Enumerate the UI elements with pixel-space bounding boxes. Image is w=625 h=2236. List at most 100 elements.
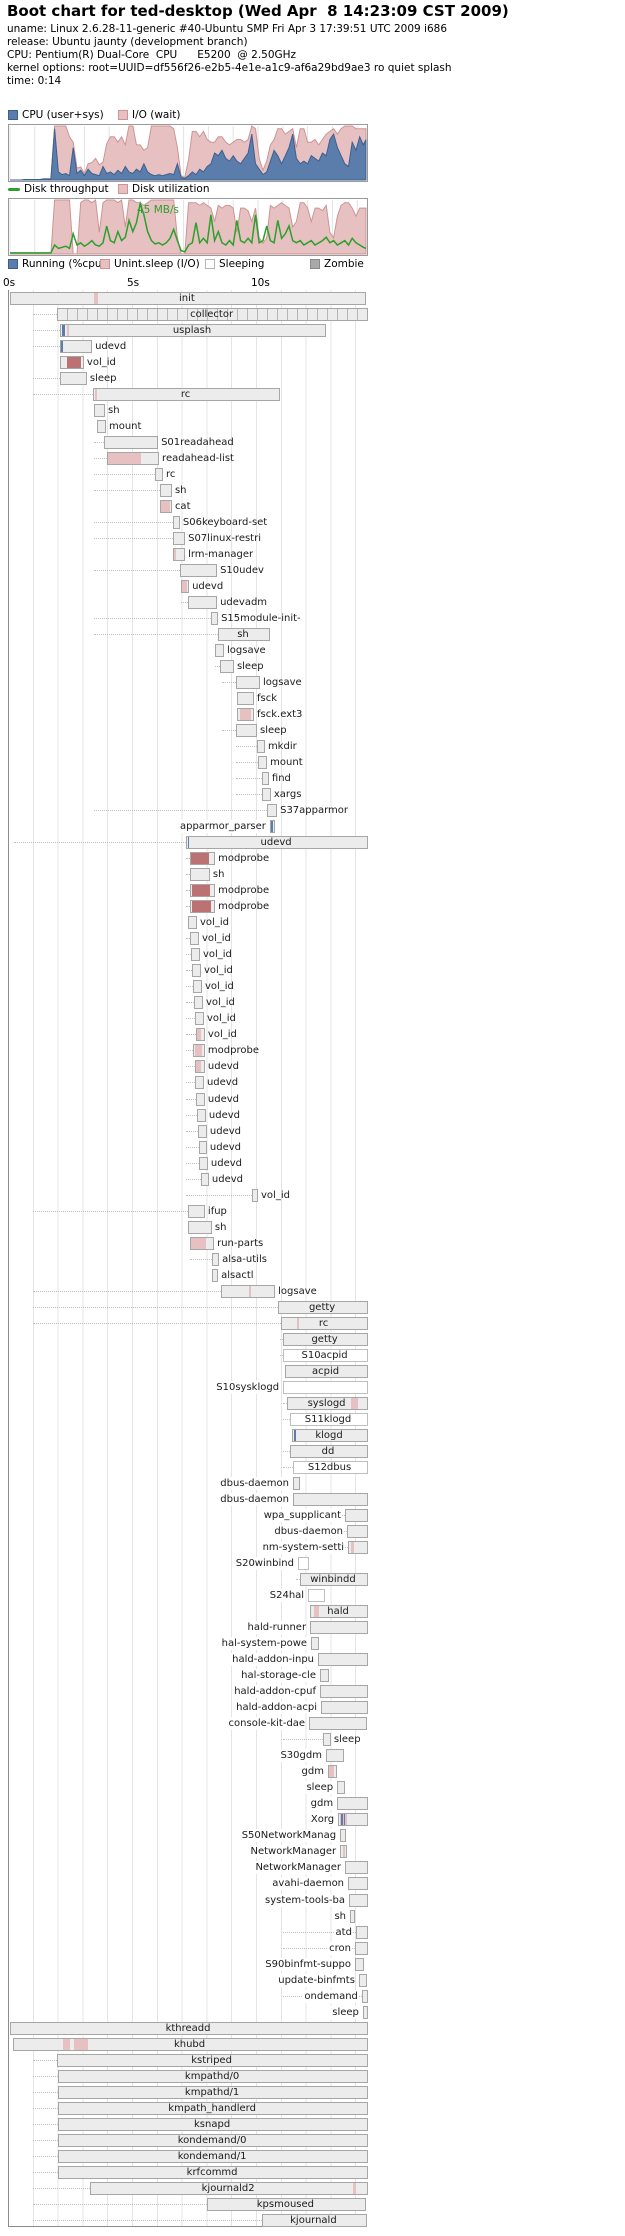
process-bar: [97, 419, 106, 433]
process-bar: [195, 1076, 204, 1090]
process-activity-segment: [341, 1814, 343, 1826]
parent-child-connector: [32, 2059, 58, 2061]
process-bar: [9, 291, 366, 305]
legend-label: Zombie: [324, 258, 364, 270]
process-label: S37apparmor: [280, 805, 349, 817]
parent-child-connector: [32, 377, 61, 379]
process-label: S20winbind: [233, 1557, 294, 1571]
process-label: logsave: [227, 644, 266, 656]
process-label: sh: [214, 1221, 227, 1233]
parent-child-connector: [235, 778, 262, 780]
process-label: rc: [166, 468, 176, 480]
process-label: kmpathd/0: [184, 2070, 240, 2082]
process-bar: [337, 1781, 346, 1795]
process-bar: [285, 1364, 369, 1378]
process-bar: [322, 1733, 331, 1747]
process-bar: [283, 1380, 369, 1394]
process-bar: [289, 1444, 369, 1458]
process-label: kondemand/0: [177, 2134, 247, 2146]
process-bar: [350, 1909, 355, 1923]
parent-child-connector: [215, 665, 221, 667]
process-label: sleep: [333, 1734, 361, 1746]
process-legend-item: Running (%cpu): [8, 258, 106, 270]
process-bar: [60, 323, 326, 337]
parent-child-connector: [94, 810, 267, 812]
process-activity-segment: [350, 1397, 358, 1409]
process-label: sh: [107, 404, 120, 416]
disk-legend-item: Disk utilization: [118, 183, 209, 195]
process-label: sleep: [330, 2005, 359, 2019]
parent-child-connector: [32, 313, 58, 315]
process-label: S10acpid: [301, 1349, 348, 1361]
process-label: Xorg: [308, 1813, 335, 1827]
process-bar: [58, 2133, 369, 2147]
process-bar: [193, 980, 202, 994]
parent-child-connector: [190, 1258, 213, 1260]
parent-child-connector: [32, 2155, 59, 2157]
process-label: udevd: [208, 1109, 241, 1121]
process-label: S15module-init-: [221, 612, 301, 624]
pink-swatch-icon: [118, 110, 128, 120]
process-bar: [355, 1925, 369, 1939]
parent-child-connector: [32, 393, 94, 395]
process-label: udevd: [207, 1061, 240, 1073]
process-bar: [349, 1893, 369, 1907]
process-legend-item: Zombie: [310, 258, 364, 270]
parent-child-connector: [32, 2171, 59, 2173]
parent-child-connector: [32, 345, 61, 347]
process-bar: [345, 1861, 369, 1875]
process-bar: [188, 1204, 205, 1218]
parent-child-connector: [181, 601, 189, 603]
process-bar: [9, 2021, 369, 2035]
process-bar: [94, 403, 105, 417]
parent-child-connector: [32, 2091, 59, 2093]
process-bar: [93, 387, 281, 401]
process-label: dbus-daemon: [272, 1525, 344, 1539]
process-label: run-parts: [217, 1237, 264, 1249]
process-bar: [261, 2213, 367, 2227]
process-label: udevd: [209, 1125, 242, 1137]
process-activity-segment: [182, 580, 187, 592]
process-bar: [283, 1332, 369, 1346]
parent-child-connector: [283, 1466, 293, 1468]
process-bar: [292, 1493, 369, 1506]
process-bar: [172, 531, 186, 545]
process-label: ifup: [207, 1205, 227, 1217]
process-bar: [200, 1172, 209, 1186]
process-label: mkdir: [267, 741, 297, 753]
process-bar: [155, 467, 163, 481]
process-bar: [195, 1012, 204, 1026]
process-label: sleep: [304, 1781, 334, 1795]
process-activity-segment: [94, 388, 97, 400]
process-activity-segment: [340, 1814, 348, 1826]
process-label: vol_id: [261, 1189, 290, 1201]
process-label: modprobe: [218, 853, 270, 865]
parent-child-connector: [186, 1146, 199, 1148]
process-activity-segment: [293, 1429, 296, 1441]
process-activity-segment: [296, 1317, 299, 1329]
process-bar: [58, 2101, 369, 2115]
disk-usage-chart: 45 MB/s: [8, 198, 368, 256]
parent-child-connector: [186, 1098, 196, 1100]
process-bar: [190, 900, 216, 914]
process-bar: [215, 643, 225, 657]
process-bar: [212, 1252, 220, 1266]
process-label: udevd: [210, 1157, 243, 1169]
parent-child-connector: [186, 970, 192, 972]
legend-label: CPU (user+sys): [22, 109, 104, 121]
process-bar: [103, 435, 159, 449]
parent-child-connector: [186, 906, 191, 908]
parent-child-connector: [32, 1322, 282, 1324]
process-label: NetworkManager: [248, 1845, 337, 1859]
process-label: hald-addon-acpi: [234, 1701, 317, 1715]
process-activity-segment: [195, 1045, 202, 1057]
process-label: logsave: [278, 1285, 317, 1297]
parent-child-connector: [94, 617, 212, 619]
process-label: sh: [237, 628, 249, 640]
legend-label: Running (%cpu): [22, 258, 106, 270]
parent-child-connector: [94, 489, 161, 491]
process-label: vol_id: [200, 917, 229, 929]
process-label: vol_id: [205, 997, 235, 1009]
legend-label: Disk throughput: [24, 183, 109, 195]
